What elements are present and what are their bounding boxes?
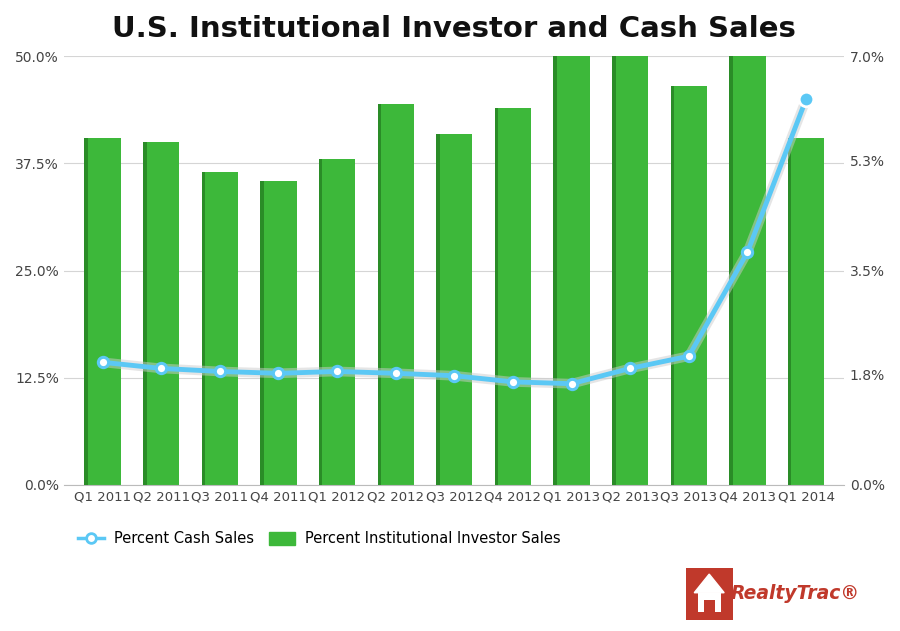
- Point: [212, 367, 227, 377]
- Bar: [729, 56, 733, 485]
- Bar: [612, 56, 616, 485]
- Bar: [202, 172, 238, 485]
- Point: [95, 357, 110, 367]
- Point: [330, 367, 345, 377]
- Bar: [788, 138, 824, 485]
- Point: [741, 247, 755, 257]
- Bar: [85, 138, 121, 485]
- Point: [623, 363, 637, 374]
- Point: [447, 370, 462, 380]
- Bar: [260, 180, 264, 485]
- Bar: [554, 52, 590, 485]
- Bar: [670, 86, 707, 485]
- Bar: [85, 138, 88, 485]
- Bar: [495, 108, 499, 485]
- Bar: [436, 134, 440, 485]
- Bar: [319, 159, 356, 485]
- Legend: Percent Cash Sales, Percent Institutional Investor Sales: Percent Cash Sales, Percent Institutiona…: [72, 526, 566, 552]
- Point: [389, 369, 403, 379]
- Bar: [670, 86, 674, 485]
- Bar: [729, 56, 766, 485]
- Bar: [319, 159, 322, 485]
- Point: [154, 363, 168, 374]
- Bar: [554, 52, 557, 485]
- Point: [271, 369, 285, 379]
- Bar: [612, 56, 648, 485]
- Bar: [202, 172, 205, 485]
- Bar: [143, 142, 147, 485]
- Bar: [143, 142, 179, 485]
- Bar: [436, 134, 472, 485]
- Polygon shape: [694, 574, 724, 593]
- Bar: [377, 103, 381, 485]
- FancyBboxPatch shape: [682, 564, 736, 623]
- Bar: [495, 108, 531, 485]
- Title: U.S. Institutional Investor and Cash Sales: U.S. Institutional Investor and Cash Sal…: [112, 15, 796, 43]
- Point: [506, 377, 520, 387]
- Point: [564, 379, 579, 389]
- Point: [681, 351, 696, 361]
- Bar: [788, 138, 791, 485]
- Point: [799, 94, 814, 104]
- Bar: [260, 180, 297, 485]
- Bar: [704, 601, 715, 612]
- Bar: [698, 593, 721, 612]
- Bar: [377, 103, 414, 485]
- Text: RealtyTrac®: RealtyTrac®: [731, 584, 860, 603]
